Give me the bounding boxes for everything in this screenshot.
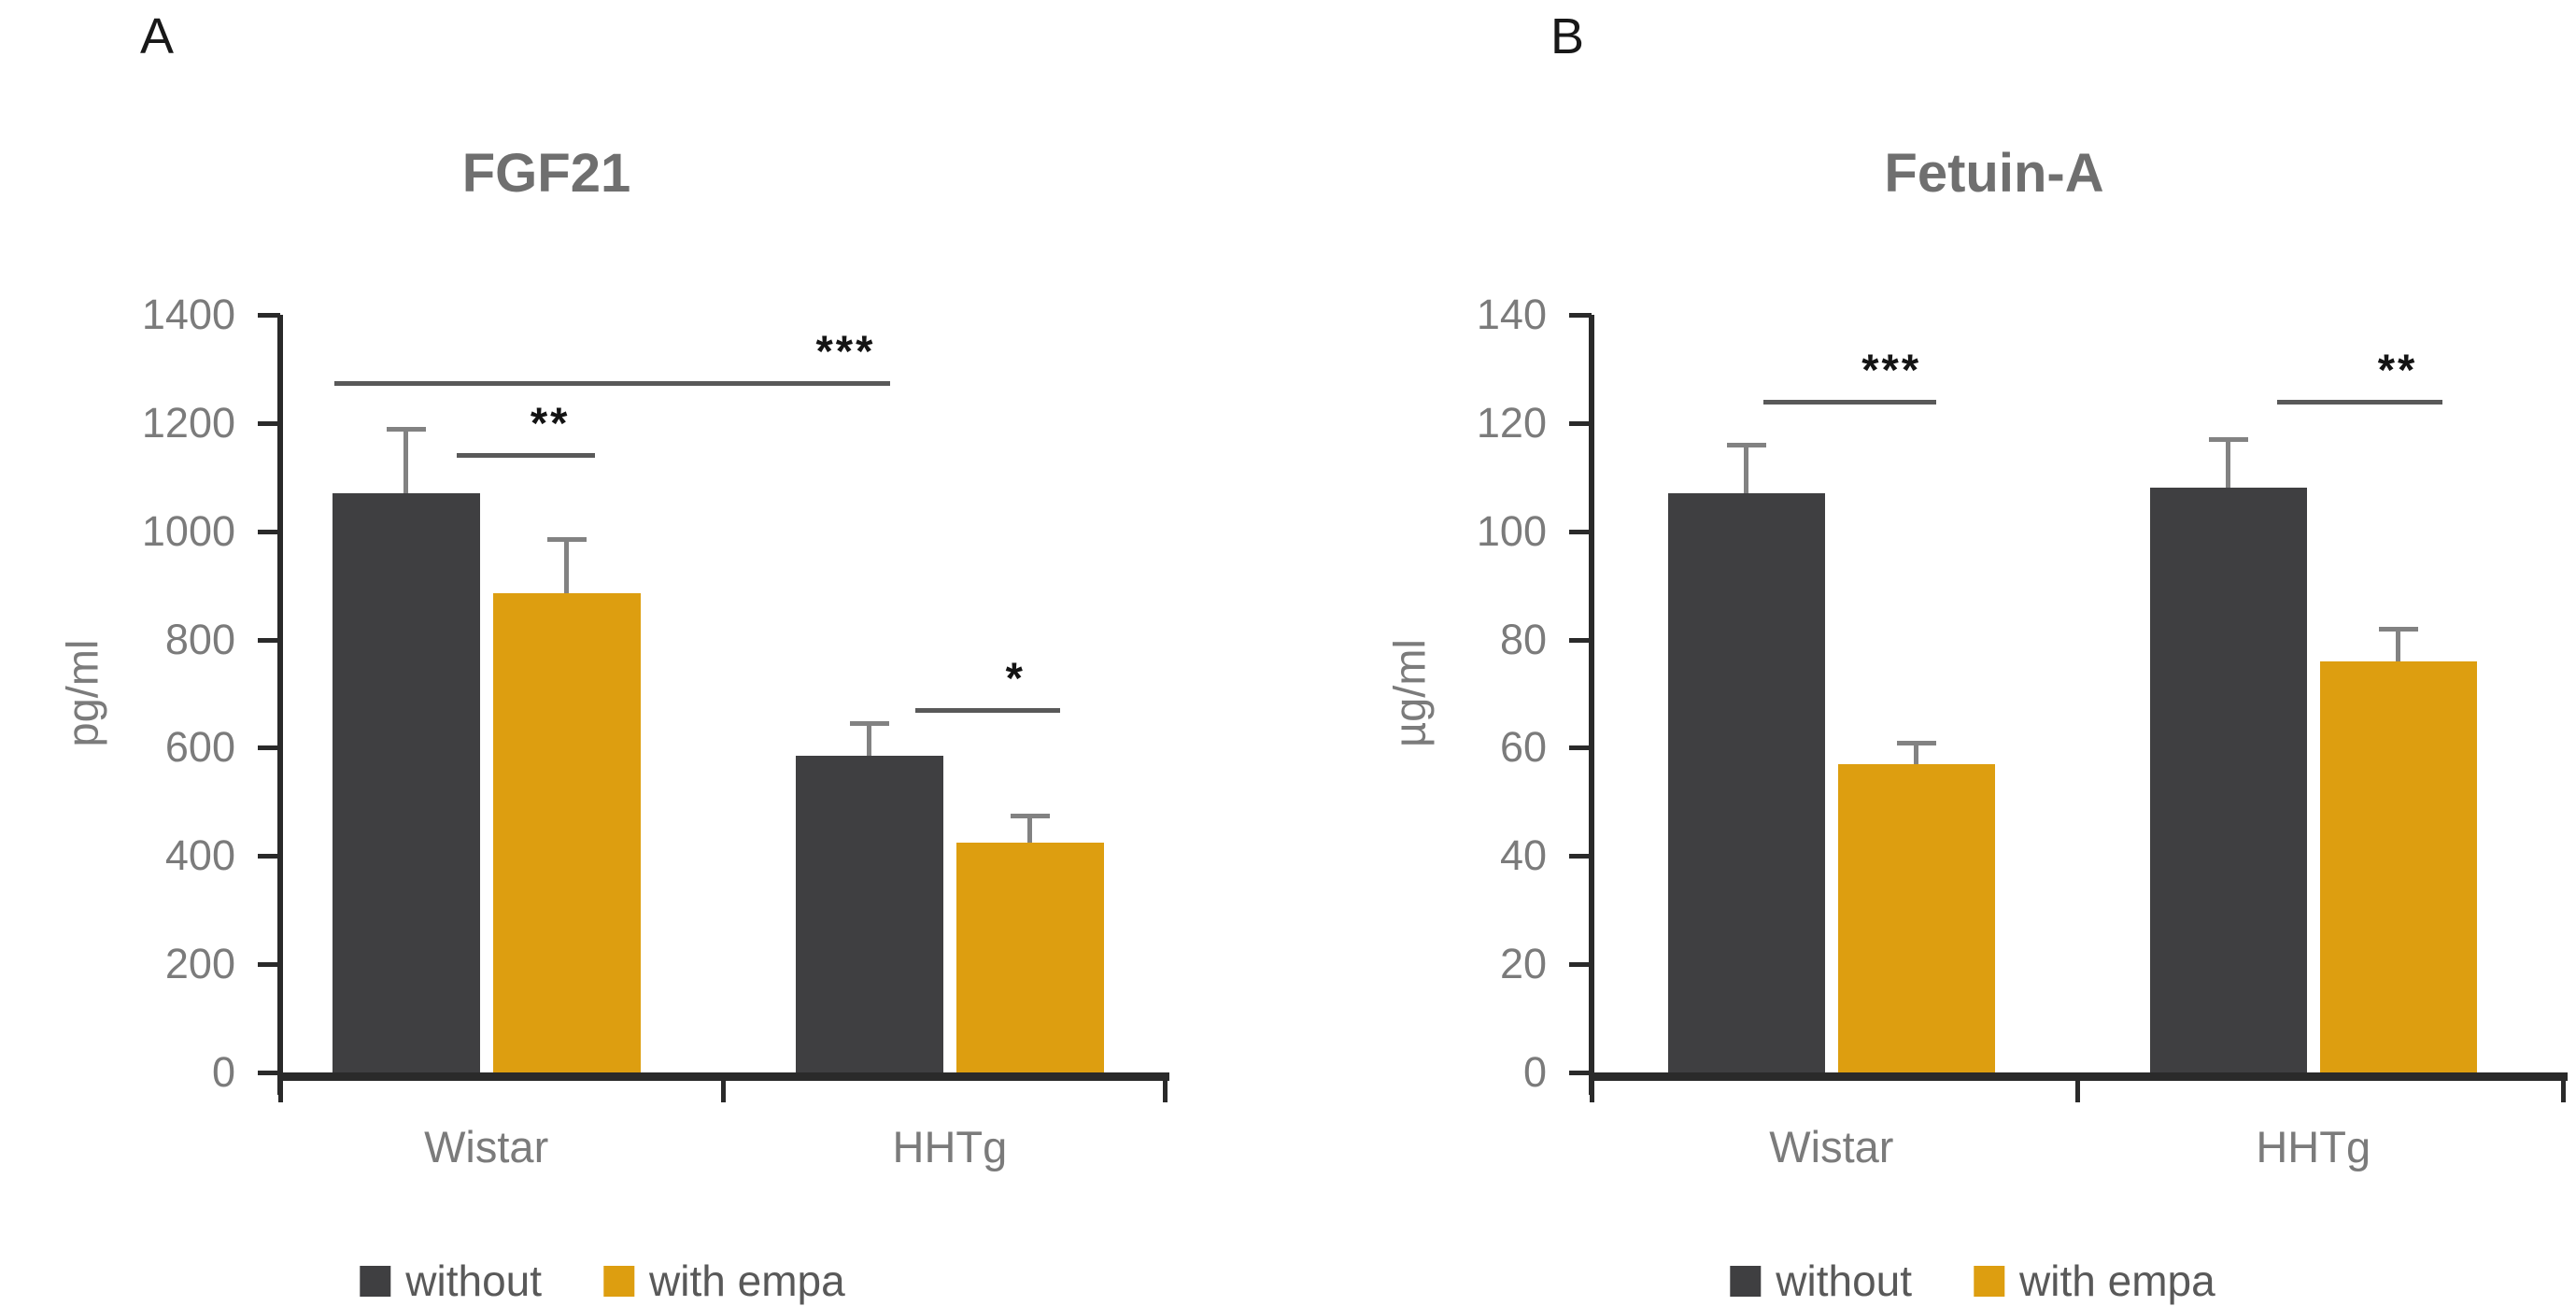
y-axis — [277, 315, 283, 1095]
error-bar-cap — [849, 721, 889, 727]
y-tick-label: 100 — [1476, 506, 1547, 555]
panel-a-label: A — [140, 8, 175, 64]
x-axis-tick — [1590, 1072, 1594, 1102]
bar-hhtg-with-empa — [2319, 660, 2477, 1072]
error-bar — [2226, 439, 2231, 489]
bar-wistar-with-empa — [1837, 763, 1995, 1072]
significance-line — [1763, 399, 1937, 405]
y-tick-label: 120 — [1476, 398, 1547, 447]
significance-asterisks: *** — [815, 325, 876, 376]
y-tick-label: 20 — [1499, 940, 1547, 988]
y-axis-tick — [258, 420, 280, 426]
legend-label-without: without — [405, 1256, 543, 1305]
y-axis-tick — [1569, 637, 1592, 643]
significance-line — [2277, 399, 2443, 405]
legend-swatch-with-empa — [1974, 1265, 2005, 1297]
error-bar — [1744, 445, 1749, 494]
legend-swatch-without — [1730, 1265, 1762, 1297]
y-tick-label: 1200 — [141, 398, 235, 447]
bar-wistar-with-empa — [492, 593, 641, 1072]
y-tick-label: 40 — [1499, 831, 1547, 880]
y-tick-label: 80 — [1499, 615, 1547, 663]
bar-wistar-without — [332, 493, 480, 1072]
x-axis-tick — [278, 1072, 283, 1102]
y-tick-label: 200 — [164, 940, 235, 988]
x-axis-tick — [720, 1072, 726, 1102]
legend-label-with-empa: with empa — [2019, 1256, 2215, 1305]
error-bar-cap — [2378, 626, 2418, 632]
y-tick-label: 1400 — [141, 291, 235, 338]
y-tick-label: 60 — [1499, 723, 1547, 772]
legend-swatch-with-empa — [603, 1265, 635, 1297]
chart-title-fgf21: FGF21 — [461, 143, 631, 204]
significance-line — [914, 707, 1061, 713]
y-axis-tick — [258, 745, 280, 751]
y-axis-tick — [258, 1071, 280, 1075]
y-axis-tick — [1569, 745, 1592, 751]
error-bar-cap — [546, 537, 587, 543]
y-axis-tick — [1569, 854, 1592, 859]
category-label: Wistar — [1769, 1122, 1894, 1171]
y-axis — [1589, 315, 1594, 1095]
error-bar-cap — [1010, 813, 1050, 818]
x-axis-tick — [1163, 1072, 1168, 1102]
error-bar — [2396, 628, 2401, 661]
panel-b-label: B — [1550, 8, 1585, 64]
y-tick-label: 800 — [164, 615, 235, 663]
y-axis-tick — [1569, 529, 1592, 534]
y-tick-label: 140 — [1476, 291, 1547, 338]
error-bar-cap — [2208, 437, 2248, 443]
error-bar — [403, 428, 409, 494]
error-bar-cap — [386, 426, 426, 432]
error-bar — [1027, 815, 1033, 843]
y-tick-label: 1000 — [141, 506, 235, 555]
x-axis-tick — [2075, 1072, 2080, 1102]
y-axis-tick — [258, 529, 280, 534]
chart-title-fetuin-a: Fetuin-A — [1884, 143, 2104, 204]
panel-b: B Fetuin-A µg/ml without with empa 0 20 40… — [1288, 0, 2576, 1306]
significance-asterisks: *** — [1861, 344, 1922, 394]
y-axis-tick — [258, 313, 280, 318]
panel-a: A FGF21 pg/ml without with empa 0 200 400 6… — [58, 8, 1169, 1306]
y-axis-tick — [1569, 962, 1592, 968]
category-label: HHTg — [2256, 1122, 2371, 1171]
y-tick-label: 0 — [1522, 1048, 1547, 1096]
legend-label-with-empa: with empa — [649, 1256, 845, 1305]
y-axis-tick — [1569, 1071, 1592, 1075]
legend-a: without with empa — [360, 1256, 845, 1306]
y-axis-tick — [258, 854, 280, 859]
significance-asterisks: * — [1005, 652, 1026, 703]
significance-line — [333, 380, 891, 386]
y-axis-tick — [1569, 420, 1592, 426]
x-axis-tick — [2561, 1072, 2566, 1102]
y-axis-tick — [1569, 313, 1592, 318]
y-tick-label: 0 — [211, 1048, 235, 1096]
error-bar — [564, 539, 570, 594]
error-bar — [867, 723, 872, 757]
legend-swatch-without — [360, 1265, 391, 1297]
bar-hhtg-without — [795, 756, 943, 1072]
bar-hhtg-with-empa — [955, 842, 1104, 1072]
category-label: HHTg — [892, 1122, 1008, 1171]
y-tick-label: 400 — [164, 831, 235, 880]
bar-hhtg-without — [2149, 488, 2307, 1072]
error-bar-cap — [1896, 740, 1936, 745]
significance-asterisks: ** — [530, 398, 571, 448]
legend-label-without: without — [1776, 1256, 1913, 1305]
y-tick-label: 600 — [164, 723, 235, 772]
error-bar-cap — [1726, 443, 1766, 448]
significance-line — [457, 453, 596, 459]
legend-b: without with empa — [1730, 1256, 2215, 1306]
category-label: Wistar — [424, 1122, 549, 1171]
y-axis-tick — [258, 962, 280, 968]
bar-wistar-without — [1667, 493, 1825, 1072]
y-axis-tick — [258, 637, 280, 643]
significance-asterisks: ** — [2377, 344, 2418, 394]
error-bar — [1914, 742, 1919, 764]
